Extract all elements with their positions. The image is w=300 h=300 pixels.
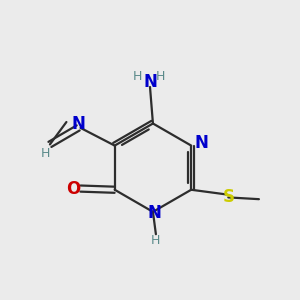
Text: H: H — [151, 234, 160, 247]
Text: S: S — [222, 188, 234, 206]
Text: H: H — [156, 70, 165, 83]
Text: N: N — [147, 204, 161, 222]
Text: H: H — [40, 147, 50, 160]
Text: H: H — [132, 70, 142, 83]
Text: O: O — [66, 180, 81, 198]
Text: N: N — [195, 134, 209, 152]
Text: N: N — [71, 116, 85, 134]
Text: N: N — [143, 73, 157, 91]
